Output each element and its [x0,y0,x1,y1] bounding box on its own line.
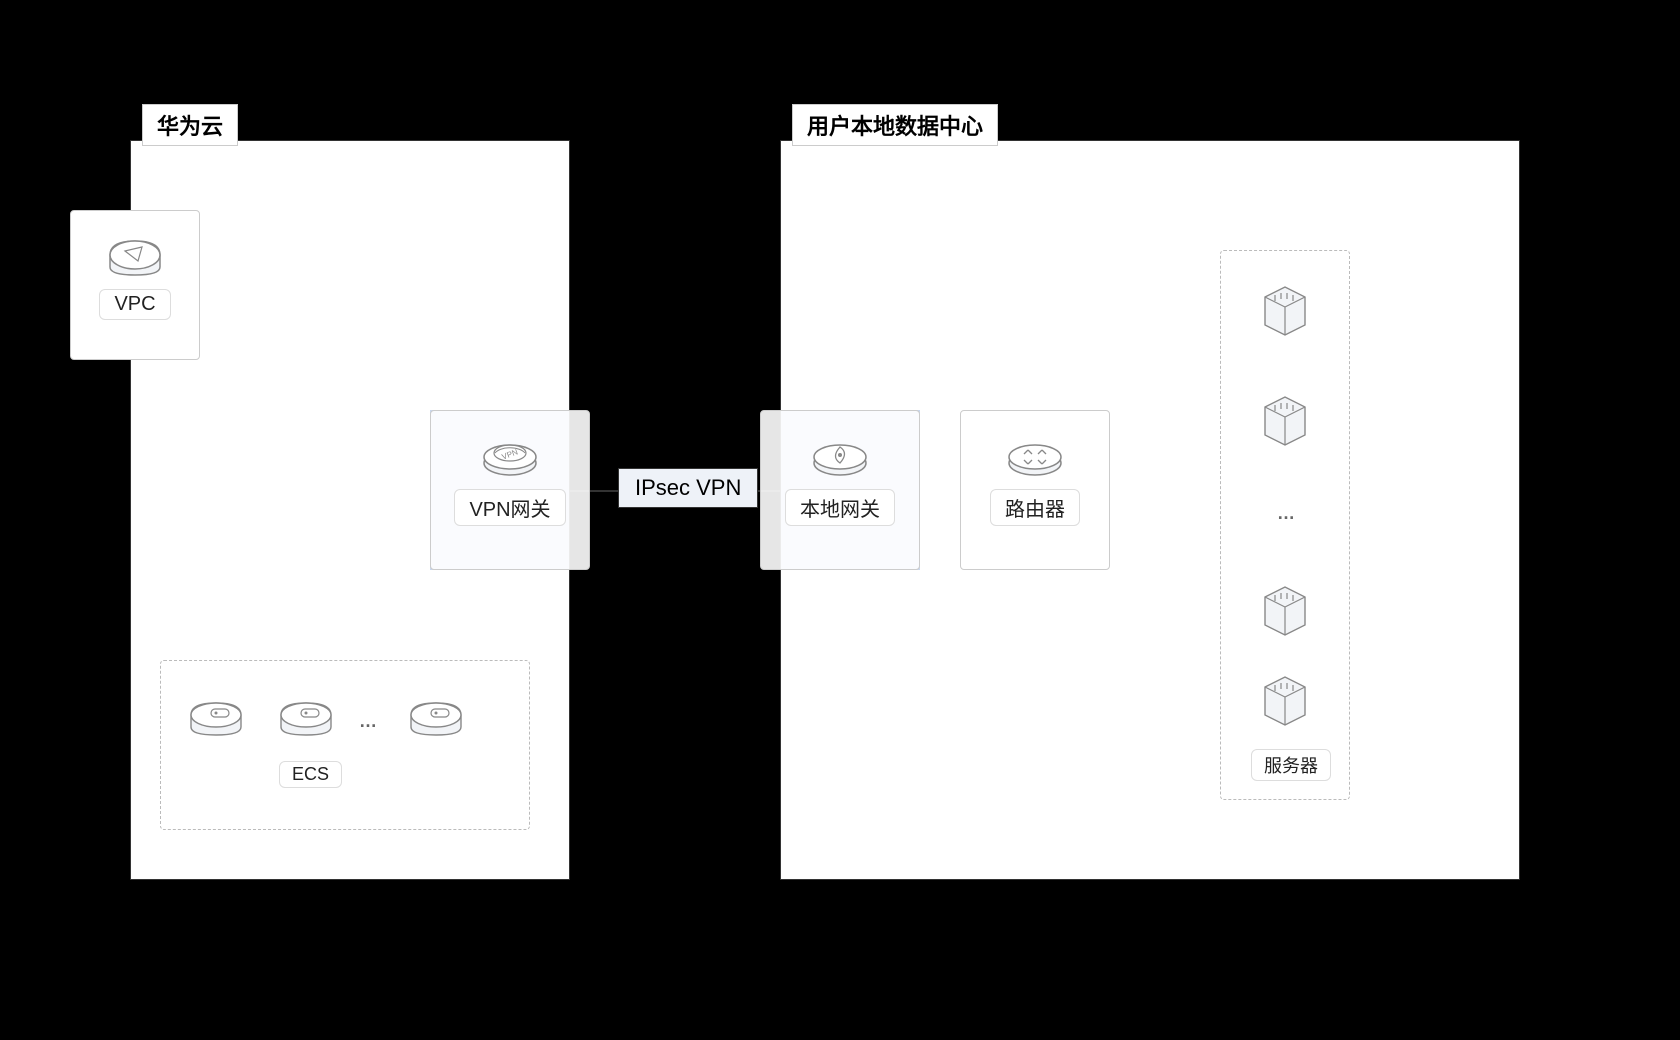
ecs-icon [181,691,251,743]
server-icon [1253,281,1317,341]
ecs-group: … ECS [160,660,530,830]
vpc-icon [100,225,170,285]
router-icon [1000,425,1070,485]
server-item-3 [1253,581,1317,641]
ipsec-badge: IPsec VPN [618,468,758,508]
region-onprem-title: 用户本地数据中心 [792,104,998,146]
vpc-label: VPC [99,289,170,320]
node-vpn-gateway: VPN VPN网关 [430,410,590,570]
server-item-2 [1253,391,1317,451]
server-group: … 服务器 [1220,250,1350,800]
local-gateway-label: 本地网关 [785,489,895,526]
diagram-canvas: 华为云 用户本地数据中心 IPsec VPN VPC VPN VPN网 [90,100,1590,940]
server-ellipsis: … [1277,503,1295,524]
vpn-icon: VPN [475,425,545,485]
router-label: 路由器 [990,489,1080,526]
ecs-label: ECS [279,761,342,788]
ecs-item-3 [401,691,471,743]
server-label: 服务器 [1251,749,1331,781]
vpn-gateway-label: VPN网关 [454,489,565,526]
node-local-gateway: 本地网关 [760,410,920,570]
server-item-1 [1253,281,1317,341]
ecs-item-1 [181,691,251,743]
node-vpc: VPC [70,210,200,360]
ecs-ellipsis: … [359,711,377,732]
region-cloud-title: 华为云 [142,104,238,146]
ecs-item-2 [271,691,341,743]
node-router: 路由器 [960,410,1110,570]
ecs-icon [271,691,341,743]
server-icon [1253,391,1317,451]
ecs-icon [401,691,471,743]
server-item-4 [1253,671,1317,731]
server-icon [1253,671,1317,731]
server-icon [1253,581,1317,641]
gateway-icon [805,425,875,485]
